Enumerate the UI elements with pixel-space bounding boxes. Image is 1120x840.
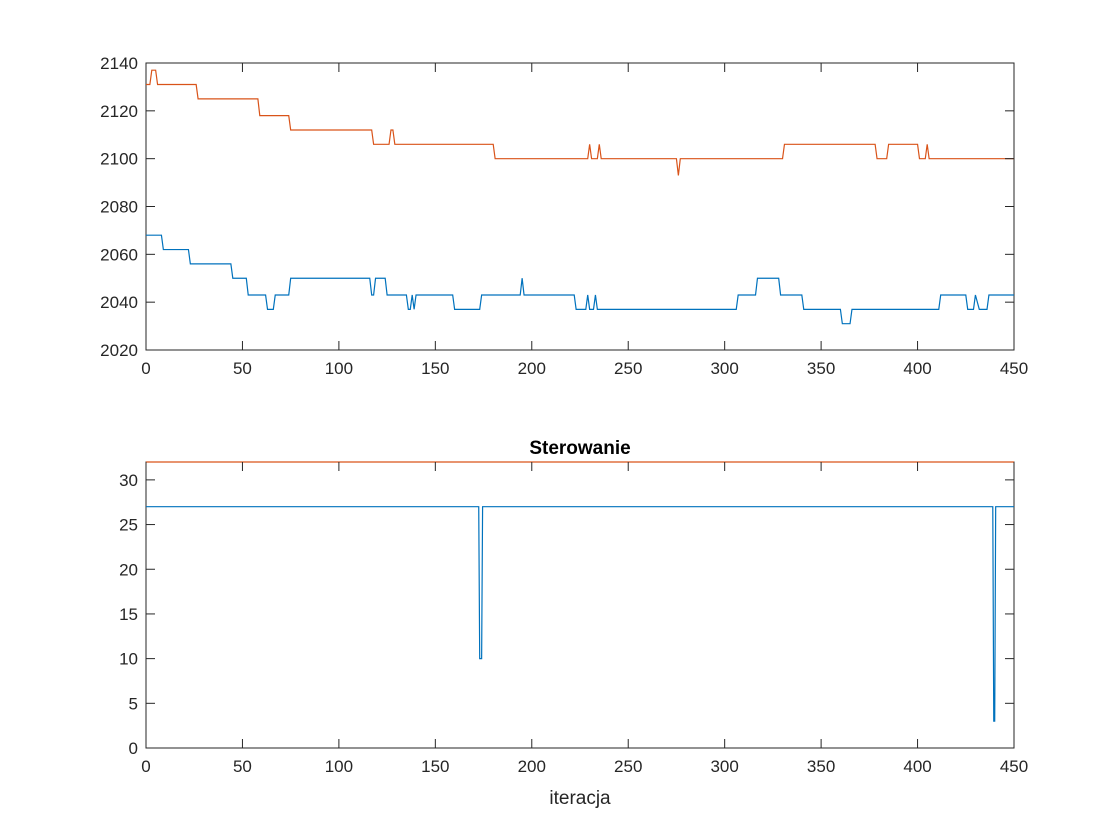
bottom-plot-y-tick-label: 15 bbox=[119, 605, 138, 624]
bottom-plot-title: Sterowanie bbox=[529, 438, 630, 459]
top-plot-x-tick-label: 50 bbox=[233, 359, 252, 378]
top-plot-x-tick-label: 250 bbox=[614, 359, 642, 378]
top-plot-y-tick-label: 2060 bbox=[100, 245, 138, 264]
top-plot-series-1-line bbox=[146, 234, 1014, 325]
top-plot-x-tick-label: 350 bbox=[807, 359, 835, 378]
bottom-plot-y-tick-label: 5 bbox=[129, 694, 138, 713]
bottom-plot-x-tick-label: 250 bbox=[614, 757, 642, 776]
bottom-plot-x-tick-label: 400 bbox=[903, 757, 931, 776]
top-plot-x-tick-label: 0 bbox=[141, 359, 150, 378]
top-plot-x-tick-label: 100 bbox=[325, 359, 353, 378]
bottom-plot-x-axis-label: iteracja bbox=[549, 788, 611, 809]
bottom-plot-ticks: 0 50 100 150 200 250 300 350 400 450 0 5 10 15 20 25 30 bbox=[119, 462, 1028, 776]
top-plot-ticks: 0 50 100 150 200 250 300 350 400 450 2020 2040 2060 2… bbox=[100, 54, 1028, 378]
top-plot: 0 50 100 150 200 250 300 350 400 450 2020 2040 2060 2… bbox=[100, 54, 1028, 378]
bottom-plot-y-tick-label: 30 bbox=[119, 471, 138, 490]
top-plot-y-tick-label: 2120 bbox=[100, 102, 138, 121]
bottom-plot-x-tick-label: 200 bbox=[518, 757, 546, 776]
top-plot-series-0-line bbox=[146, 69, 1014, 176]
top-plot-y-tick-label: 2080 bbox=[100, 198, 138, 217]
bottom-plot-x-tick-label: 450 bbox=[1000, 757, 1028, 776]
top-plot-y-tick-label: 2040 bbox=[100, 293, 138, 312]
top-plot-x-tick-label: 400 bbox=[903, 359, 931, 378]
bottom-plot-x-tick-label: 150 bbox=[421, 757, 449, 776]
top-plot-y-tick-label: 2140 bbox=[100, 54, 138, 73]
top-plot-y-tick-label: 2020 bbox=[100, 341, 138, 360]
bottom-plot-series bbox=[146, 461, 1014, 722]
top-plot-x-tick-label: 150 bbox=[421, 359, 449, 378]
bottom-plot-x-tick-label: 300 bbox=[710, 757, 738, 776]
bottom-plot-y-tick-label: 10 bbox=[119, 650, 138, 669]
bottom-plot-series-1-line bbox=[146, 506, 1014, 722]
bottom-plot-y-tick-label: 20 bbox=[119, 560, 138, 579]
bottom-plot-y-tick-label: 0 bbox=[129, 739, 138, 758]
bottom-plot-x-tick-label: 350 bbox=[807, 757, 835, 776]
bottom-plot-x-tick-label: 100 bbox=[325, 757, 353, 776]
top-plot-series bbox=[146, 69, 1014, 325]
top-plot-x-tick-label: 200 bbox=[518, 359, 546, 378]
bottom-plot-y-tick-label: 25 bbox=[119, 516, 138, 535]
bottom-plot-x-tick-label: 0 bbox=[141, 757, 150, 776]
top-plot-x-tick-label: 450 bbox=[1000, 359, 1028, 378]
top-plot-x-tick-label: 300 bbox=[710, 359, 738, 378]
bottom-plot-x-tick-label: 50 bbox=[233, 757, 252, 776]
top-plot-y-tick-label: 2100 bbox=[100, 150, 138, 169]
bottom-plot: Sterowanie 0 50 100 150 200 250 300 350 400 450 0 5… bbox=[119, 438, 1028, 809]
